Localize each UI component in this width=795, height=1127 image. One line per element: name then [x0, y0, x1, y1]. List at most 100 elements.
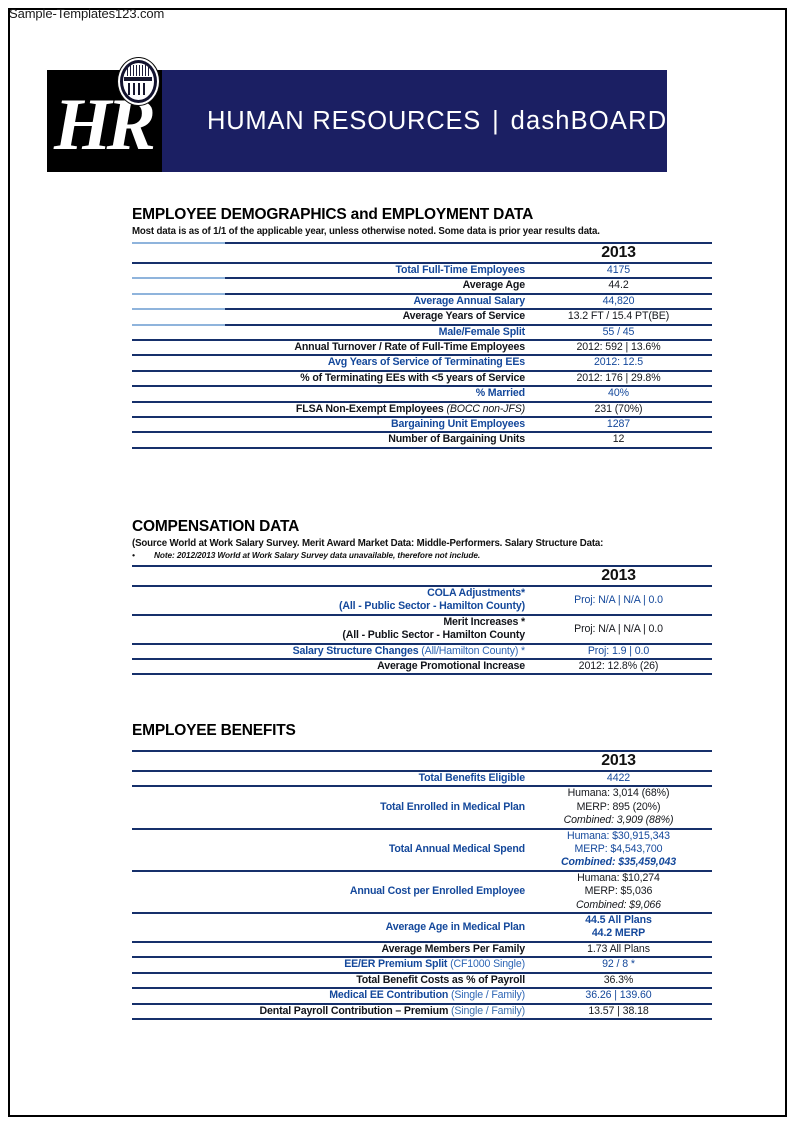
row-value: 2012: 12.5: [525, 355, 712, 372]
row-label: FLSA Non-Exempt Employees (BOCC non-JFS): [225, 401, 525, 419]
stub-cell: [132, 278, 225, 295]
row-label-main: Medical EE Contribution: [329, 989, 449, 1002]
stub-cell: [132, 242, 225, 264]
banner-title-dash: dash: [510, 106, 571, 135]
stub-cell: [132, 786, 225, 830]
section-heading-demographics: EMPLOYEE DEMOGRAPHICS and EMPLOYMENT DAT…: [132, 206, 534, 223]
stub-cell: [132, 586, 225, 616]
table-row: Medical EE Contribution (Single / Family…: [132, 988, 712, 1005]
stub-cell: [132, 614, 225, 645]
table-row: EE/ER Premium Split (CF1000 Single) 92 /…: [132, 957, 712, 974]
row-value: Proj: 1.9 | 0.0: [525, 643, 712, 661]
stub-cell: [132, 565, 225, 587]
row-label-main: Dental Payroll Contribution – Premium: [259, 1004, 449, 1017]
value-line: MERP: $4,543,700: [574, 843, 663, 856]
table-row: Male/Female Split 55 / 45: [132, 324, 712, 342]
header-spacer-cell: [225, 242, 525, 264]
row-label: % of Terminating EEs with <5 years of Se…: [225, 370, 525, 388]
section-subtitle-compensation: (Source World at Work Salary Survey. Mer…: [132, 538, 604, 549]
stub-cell: [132, 913, 225, 943]
seal-ring: [120, 60, 157, 103]
value-line: 44.2 MERP: [591, 927, 646, 940]
row-label: Salary Structure Changes (All/Hamilton C…: [225, 643, 525, 661]
row-value: 2012: 12.8% (26): [525, 659, 712, 676]
row-label-main: Salary Structure Changes: [292, 644, 419, 657]
table-row: Total Full-Time Employees 4175: [132, 263, 712, 280]
section-note-compensation: • Note: 2012/2013 World at Work Salary Su…: [132, 550, 785, 560]
value-line-combined: Combined: 3,909 (88%): [563, 814, 674, 827]
table-row: Number of Bargaining Units 12: [132, 432, 712, 449]
stub-cell: [132, 355, 225, 372]
stub-cell: [132, 771, 225, 788]
row-label: Average Age in Medical Plan: [225, 913, 525, 943]
banner-title-separator: |: [492, 106, 500, 135]
table-row: Total Enrolled in Medical Plan Humana: 3…: [132, 786, 712, 830]
stub-cell: [132, 659, 225, 676]
table-header-row: 2013: [132, 565, 712, 587]
row-label: Average Annual Salary: [225, 293, 525, 311]
row-value: Proj: N/A | N/A | 0.0: [525, 614, 712, 645]
stub-cell: [132, 1003, 225, 1020]
seal-band: [124, 77, 152, 81]
row-value: 44.5 All Plans 44.2 MERP: [525, 913, 712, 943]
row-label-line2: (All - Public Sector - Hamilton County: [342, 629, 525, 642]
stub-cell: [132, 957, 225, 974]
row-value: 13.2 FT / 15.4 PT(BE): [525, 309, 712, 326]
table-row: Salary Structure Changes (All/Hamilton C…: [132, 643, 712, 661]
row-label-line1: COLA Adjustments*: [427, 587, 525, 599]
hamilton-county-seal-icon: [117, 57, 160, 106]
stub-cell: [132, 643, 225, 661]
table-row: Total Annual Medical Spend Humana: $30,9…: [132, 828, 712, 872]
table-header-row: 2013: [132, 750, 712, 772]
row-label-suffix: (Single / Family): [451, 989, 525, 1002]
stub-cell: [132, 263, 225, 280]
section-demographics: EMPLOYEE DEMOGRAPHICS and EMPLOYMENT DAT…: [10, 206, 785, 449]
table-row: Total Benefit Costs as % of Payroll 36.3…: [132, 972, 712, 990]
row-label: Average Promotional Increase: [225, 659, 525, 676]
header-spacer-cell: [225, 565, 525, 587]
row-value: 36.3%: [525, 972, 712, 990]
row-label: Dental Payroll Contribution – Premium (S…: [225, 1003, 525, 1020]
header-spacer-cell: [225, 750, 525, 772]
row-value: 40%: [525, 386, 712, 403]
row-value: Humana: $10,274 MERP: $5,036 Combined: $…: [525, 870, 712, 915]
row-label: Average Age: [225, 278, 525, 295]
row-value: 12: [525, 432, 712, 449]
row-value: 4422: [525, 771, 712, 788]
section-compensation: COMPENSATION DATA (Source World at Work …: [10, 518, 785, 676]
dashboard-header-banner: HR HUMAN RESOURCES | dash BOARD: [47, 57, 667, 172]
row-value: 2012: 592 | 13.6%: [525, 340, 712, 357]
stub-cell: [132, 401, 225, 419]
row-label-main: EE/ER Premium Split: [344, 958, 448, 971]
section-benefits: EMPLOYEE BENEFITS 2013 Total Benefits El…: [10, 722, 785, 1020]
watermark-text: Sample-Templates123.com: [9, 6, 165, 21]
table-row: Average Promotional Increase 2012: 12.8%…: [132, 659, 712, 676]
stub-cell: [132, 386, 225, 403]
table-row: FLSA Non-Exempt Employees (BOCC non-JFS)…: [132, 401, 712, 419]
table-row: Annual Turnover / Rate of Full-Time Empl…: [132, 340, 712, 357]
table-row: Total Benefits Eligible 4422: [132, 771, 712, 788]
stub-cell: [132, 828, 225, 872]
table-row: Annual Cost per Enrolled Employee Humana…: [132, 870, 712, 915]
table-row: Average Members Per Family 1.73 All Plan…: [132, 941, 712, 959]
stub-cell: [132, 750, 225, 772]
row-label: Annual Cost per Enrolled Employee: [225, 870, 525, 915]
row-label-suffix: (CF1000 Single): [450, 958, 525, 971]
row-label: Total Full-Time Employees: [225, 263, 525, 280]
row-value: 4175: [525, 263, 712, 280]
row-value: 44.2: [525, 278, 712, 295]
value-line: MERP: 895 (20%): [576, 800, 661, 813]
seal-base: [128, 83, 148, 95]
row-label: Total Annual Medical Spend: [225, 828, 525, 872]
table-row: Average Annual Salary 44,820: [132, 293, 712, 311]
table-row: Average Age 44.2: [132, 278, 712, 295]
row-value: 13.57 | 38.18: [525, 1003, 712, 1020]
section-note-text: Note: 2012/2013 World at Work Salary Sur…: [154, 550, 481, 560]
row-value: Proj: N/A | N/A | 0.0: [525, 586, 712, 616]
stub-cell: [132, 870, 225, 915]
table-row: Average Years of Service 13.2 FT / 15.4 …: [132, 309, 712, 326]
row-value: 1287: [525, 417, 712, 434]
document-page: HR HUMAN RESOURCES | dash BOARD EMPLOYEE …: [8, 8, 787, 1117]
row-label: Number of Bargaining Units: [225, 432, 525, 449]
row-value: 231 (70%): [525, 401, 712, 419]
